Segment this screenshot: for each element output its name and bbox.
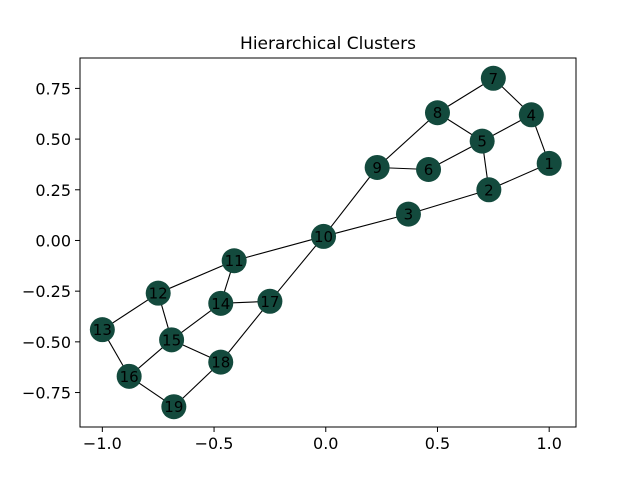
node-label: 14 bbox=[211, 295, 230, 313]
node-label: 7 bbox=[489, 70, 499, 88]
chart-title: Hierarchical Clusters bbox=[240, 34, 416, 54]
x-tick-label: 0.5 bbox=[425, 434, 450, 453]
node-5: 5 bbox=[469, 128, 495, 154]
y-axis: −0.75 −0.50 −0.25 0.00 0.25 0.50 0.75 bbox=[22, 79, 80, 403]
node-label: 6 bbox=[424, 161, 434, 179]
node-marker bbox=[518, 102, 544, 128]
axes-frame bbox=[79, 57, 577, 428]
node-label: 12 bbox=[149, 285, 168, 303]
y-tick-label: 0.75 bbox=[35, 79, 71, 98]
node-1: 1 bbox=[536, 150, 562, 176]
node-15: 15 bbox=[159, 327, 185, 353]
edge-3-10 bbox=[323, 213, 409, 237]
y-tick-label: −0.75 bbox=[22, 384, 71, 403]
node-6: 6 bbox=[416, 157, 442, 183]
node-14: 14 bbox=[208, 290, 234, 316]
node-16: 16 bbox=[116, 363, 142, 389]
node-label: 10 bbox=[314, 228, 333, 246]
y-tick-label: −0.50 bbox=[22, 333, 71, 352]
node-marker bbox=[476, 177, 502, 203]
x-tick-label: 0.0 bbox=[313, 434, 338, 453]
node-marker bbox=[208, 349, 234, 375]
node-label: 17 bbox=[260, 293, 279, 311]
node-marker bbox=[208, 290, 234, 316]
edge-10-11 bbox=[234, 235, 324, 262]
y-tick-label: 0.50 bbox=[35, 130, 71, 149]
node-label: 1 bbox=[544, 155, 554, 173]
node-2: 2 bbox=[476, 177, 502, 203]
x-tick-label: 1.0 bbox=[536, 434, 561, 453]
node-13: 13 bbox=[89, 317, 115, 343]
node-8: 8 bbox=[424, 100, 450, 126]
node-10: 10 bbox=[311, 223, 337, 249]
node-11: 11 bbox=[221, 248, 247, 274]
node-label: 3 bbox=[404, 206, 414, 224]
node-marker bbox=[469, 128, 495, 154]
node-marker bbox=[145, 280, 171, 306]
node-17: 17 bbox=[257, 288, 283, 314]
node-label: 13 bbox=[93, 321, 112, 339]
node-label: 18 bbox=[211, 354, 230, 372]
node-label: 4 bbox=[527, 106, 537, 124]
y-tick-label: 0.00 bbox=[35, 231, 71, 250]
x-axis: −1.0 −0.5 0.0 0.5 1.0 bbox=[83, 427, 562, 453]
node-marker bbox=[311, 223, 337, 249]
node-label: 9 bbox=[372, 159, 382, 177]
node-label: 11 bbox=[225, 252, 244, 270]
edge-17-18 bbox=[220, 300, 271, 363]
y-tick-label: 0.25 bbox=[35, 181, 71, 200]
node-3: 3 bbox=[395, 201, 421, 227]
node-18: 18 bbox=[208, 349, 234, 375]
node-label: 19 bbox=[164, 398, 183, 416]
node-marker bbox=[416, 157, 442, 183]
node-marker bbox=[424, 100, 450, 126]
node-marker bbox=[221, 248, 247, 274]
edge-8-9 bbox=[376, 112, 438, 168]
node-label: 5 bbox=[477, 133, 487, 151]
node-label: 16 bbox=[120, 368, 139, 386]
node-9: 9 bbox=[364, 154, 390, 180]
node-4: 4 bbox=[518, 102, 544, 128]
node-marker bbox=[159, 327, 185, 353]
edge-9-10 bbox=[323, 167, 378, 237]
x-tick-label: −0.5 bbox=[195, 434, 234, 453]
node-label: 8 bbox=[433, 104, 443, 122]
node-12: 12 bbox=[145, 280, 171, 306]
node-marker bbox=[536, 150, 562, 176]
x-tick-label: −1.0 bbox=[83, 434, 122, 453]
node-marker bbox=[161, 394, 187, 420]
y-tick-label: −0.25 bbox=[22, 282, 71, 301]
node-marker bbox=[364, 154, 390, 180]
node-marker bbox=[395, 201, 421, 227]
node-marker bbox=[257, 288, 283, 314]
node-marker bbox=[116, 363, 142, 389]
node-19: 19 bbox=[161, 394, 187, 420]
node-7: 7 bbox=[480, 65, 506, 91]
edge-2-3 bbox=[408, 189, 490, 215]
node-marker bbox=[480, 65, 506, 91]
node-label: 15 bbox=[162, 331, 181, 349]
node-marker bbox=[89, 317, 115, 343]
edge-10-17 bbox=[269, 236, 324, 302]
node-label: 2 bbox=[484, 181, 494, 199]
edge-11-12 bbox=[157, 260, 235, 294]
